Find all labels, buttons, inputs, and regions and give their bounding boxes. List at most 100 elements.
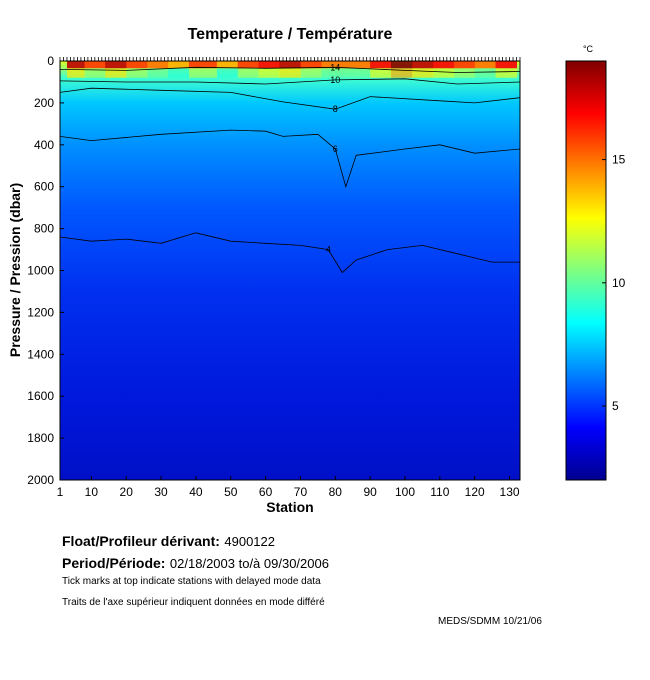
x-tick-label: 110: [430, 485, 449, 499]
colorbar-unit: °C: [583, 44, 594, 54]
float-info: Float/Profileur dérivant: 4900122: [62, 533, 275, 551]
surface-band-cell: [258, 61, 281, 69]
subsurface-band-cell: [168, 68, 190, 78]
contour-layer: 14 10 8 6 4: [60, 62, 520, 274]
y-tick-label: 2000: [27, 473, 54, 487]
x-tick-label: 20: [120, 485, 134, 499]
x-tick-label: 50: [224, 485, 238, 499]
surface-band-cell: [342, 61, 371, 69]
x-tick-label: 130: [500, 485, 520, 499]
y-tick-label: 1000: [27, 264, 54, 278]
colorbar-tick-label: 5: [612, 399, 619, 413]
x-axis-label: Station: [266, 499, 313, 515]
y-tick-label: 400: [34, 138, 54, 152]
x-tick-label: 100: [395, 485, 415, 499]
x-tick-label: 1: [57, 485, 64, 499]
delayed-mode-ticks: [59, 57, 521, 61]
subsurface-band-cell: [321, 68, 343, 78]
subsurface-band-cell: [411, 68, 434, 78]
surface-band-cell: [453, 61, 476, 69]
period-value: 02/18/2003 to/à 09/30/2006: [169, 556, 329, 571]
subsurface-band-cell: [188, 68, 218, 78]
contour-10: [60, 78, 520, 85]
subsurface-band-cell: [237, 68, 260, 78]
y-axis-label: Pressure / Pression (dbar): [7, 183, 23, 357]
surface-band-cell: [370, 61, 392, 69]
y-tick-label: 1800: [27, 431, 54, 445]
subsurface-band-cell: [391, 68, 413, 78]
y-tick-label: 0: [47, 54, 54, 68]
subsurface-band-cell: [216, 68, 239, 78]
contour-6: [60, 129, 520, 189]
surface-band-cell: [474, 61, 497, 69]
surface-band-cell: [237, 61, 260, 69]
subsurface-band-cell: [495, 68, 518, 78]
subsurface-band-cell: [279, 68, 301, 78]
y-tick-label: 1400: [27, 347, 54, 361]
subsurface-band-cell: [474, 68, 497, 78]
surface-band-cell: [188, 61, 218, 69]
note-french: Traits de l'axe supérieur indiquent donn…: [62, 597, 325, 608]
x-tick-label: 120: [465, 485, 485, 499]
heatmap-layer: [66, 61, 518, 78]
subsurface-band-cell: [370, 68, 392, 78]
plot-area: 14 10 8 6 4: [60, 61, 520, 480]
x-tick-label: 90: [363, 485, 377, 499]
subsurface-band-cell: [147, 68, 169, 78]
subsurface-band-cell: [84, 68, 106, 78]
contour-label-6: 6: [333, 144, 338, 154]
surface-band-cell: [126, 61, 148, 69]
y-axis: 0 200 400 600 800 1000 1200 1400 1600 1800 2000: [27, 54, 64, 487]
y-tick-label: 1200: [27, 305, 54, 319]
subsurface-band-cell: [258, 68, 281, 78]
x-tick-label: 30: [154, 485, 168, 499]
x-axis: 1 10 20 30 40 50 60 70 80 90 100 110 120 130: [57, 476, 520, 499]
surface-band-cell: [411, 61, 434, 69]
surface-band-cell: [216, 61, 239, 69]
surface-band-cell: [168, 61, 190, 69]
contour-label-8: 8: [333, 104, 338, 114]
subsurface-band-cell: [432, 68, 455, 78]
period-label: Period/Période:: [62, 555, 166, 571]
surface-band-cell: [495, 61, 518, 69]
contour-label-14: 14: [330, 62, 340, 72]
x-tick-label: 40: [189, 485, 203, 499]
note-english: Tick marks at top indicate stations with…: [62, 576, 321, 587]
surface-band-cell: [279, 61, 301, 69]
surface-band-cell: [321, 61, 343, 69]
float-label: Float/Profileur dérivant:: [62, 533, 220, 549]
contour-8: [60, 87, 520, 110]
surface-band-cell: [391, 61, 413, 69]
subsurface-band-cell: [342, 68, 371, 78]
contour-label-4: 4: [326, 245, 331, 255]
y-tick-label: 600: [34, 180, 54, 194]
surface-band-cell: [66, 61, 85, 69]
subsurface-band-cell: [66, 68, 85, 78]
surface-band-cell: [300, 61, 322, 69]
subsurface-band-cell: [126, 68, 148, 78]
colorbar-ticks: 5 10 15: [602, 153, 626, 413]
x-tick-label: 80: [329, 485, 343, 499]
subsurface-band-cell: [300, 68, 322, 78]
x-tick-label: 60: [259, 485, 273, 499]
heatmap-background: [60, 61, 520, 480]
chart-title: Temperature / Température: [188, 26, 393, 43]
period-info: Period/Période: 02/18/2003 to/à 09/30/20…: [62, 555, 329, 573]
y-tick-label: 800: [34, 222, 54, 236]
colorbar-tick-label: 15: [612, 153, 626, 167]
contour-label-10: 10: [330, 75, 340, 85]
subsurface-band-cell: [453, 68, 476, 78]
contour-4: [60, 232, 520, 274]
subsurface-band-cell: [105, 68, 127, 78]
colorbar-tick-label: 10: [612, 276, 626, 290]
surface-band-cell: [147, 61, 169, 69]
surface-band-cell: [84, 61, 106, 69]
contour-14: [60, 66, 520, 73]
float-id: 4900122: [224, 534, 275, 549]
y-tick-label: 200: [34, 96, 54, 110]
surface-band-cell: [105, 61, 127, 69]
y-tick-label: 1600: [27, 389, 54, 403]
colorbar: [565, 60, 607, 481]
credit-line: MEDS/SDMM 10/21/06: [438, 616, 542, 627]
